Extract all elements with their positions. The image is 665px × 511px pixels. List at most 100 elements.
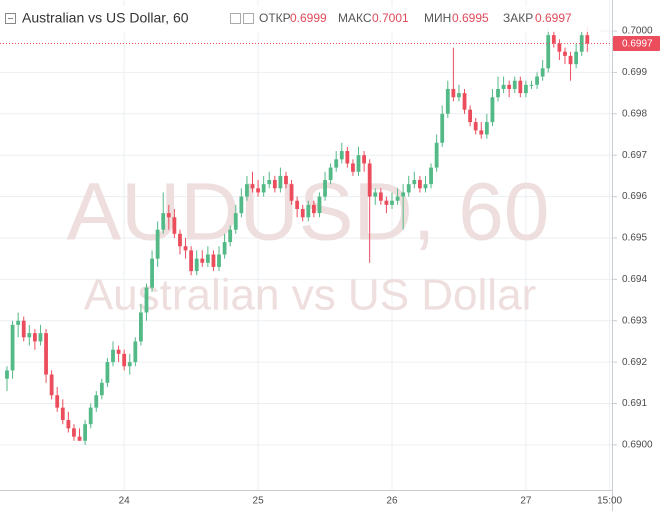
candle-body — [44, 333, 48, 375]
candle-body — [217, 254, 221, 267]
candle-body — [295, 200, 300, 209]
candle-body — [289, 184, 294, 201]
watermark-subtitle: Australian vs US Dollar — [84, 271, 536, 320]
y-tick-label: 0.692 — [622, 357, 647, 368]
candle-body — [83, 424, 88, 441]
x-tick-label: 26 — [386, 496, 398, 507]
y-tick-label: 0.7000 — [622, 26, 653, 37]
candle-body — [384, 200, 389, 205]
candle-body — [311, 204, 316, 214]
candle-body — [261, 184, 266, 193]
candle-body — [518, 80, 523, 94]
settings-icon[interactable] — [230, 13, 241, 24]
y-tick-label: 0.691 — [622, 398, 647, 409]
candle-body — [563, 51, 567, 56]
candle-body — [351, 163, 355, 172]
candle-body — [94, 395, 99, 408]
candle-body — [524, 84, 528, 94]
candle-body — [278, 175, 283, 189]
hide-icon[interactable] — [243, 13, 254, 24]
candle-body — [211, 254, 216, 267]
candle-body — [512, 80, 517, 89]
candle-body — [356, 155, 361, 172]
candle-body — [183, 246, 188, 251]
candle-body — [122, 353, 127, 367]
close-label: ЗАКР — [503, 11, 533, 25]
candle-body — [490, 97, 495, 123]
candle-body — [339, 151, 344, 160]
candle-body — [367, 163, 372, 197]
candle-body — [323, 180, 327, 197]
candle-body — [99, 382, 104, 396]
last-price-box — [613, 35, 660, 51]
candle-body — [272, 180, 277, 189]
candle-body — [417, 180, 422, 189]
high-value: 0.7001 — [372, 11, 409, 25]
plot — [5, 26, 590, 445]
candle-body — [5, 370, 9, 379]
candle-body — [194, 258, 199, 272]
y-tick-label: 0.6900 — [622, 440, 653, 451]
y-tick-label: 0.698 — [622, 108, 647, 119]
candle-body — [239, 196, 244, 214]
close-value: 0.6997 — [535, 11, 572, 25]
candle-body — [328, 167, 333, 181]
candle-body — [77, 436, 82, 441]
candle-body — [178, 233, 182, 247]
candle-body — [127, 362, 132, 367]
candle-body — [462, 93, 467, 110]
candle-body — [401, 192, 406, 197]
candle-body — [60, 407, 65, 421]
candle-body — [233, 213, 238, 230]
header: Australian vs US Dollar, 60 ОТКР 0.6999 … — [0, 6, 600, 32]
candle-body — [72, 428, 76, 437]
candle-body — [412, 180, 417, 185]
x-tick-label: 15:00 — [597, 496, 622, 507]
candle-body — [139, 312, 143, 342]
candle-body — [529, 84, 534, 86]
y-tick-label: 0.693 — [622, 315, 647, 326]
candle-body — [38, 333, 43, 342]
candle-body — [496, 88, 500, 98]
candle-body — [21, 320, 26, 338]
candle-body — [300, 208, 305, 218]
header-bg — [0, 6, 600, 32]
candle-body — [306, 204, 311, 218]
candle-body — [473, 122, 478, 131]
candle-body — [390, 200, 394, 205]
open-value: 0.6999 — [290, 11, 327, 25]
candle-body — [423, 184, 428, 189]
candle-body — [378, 192, 383, 201]
candle-body — [579, 35, 584, 52]
open-label: ОТКР — [259, 11, 291, 25]
collapse-icon[interactable] — [5, 13, 16, 24]
candle-body — [161, 213, 166, 230]
x-tick-label: 27 — [520, 496, 532, 507]
candle-body — [200, 258, 205, 263]
candle-body — [557, 43, 562, 52]
candle-body — [551, 35, 556, 44]
candle-body — [32, 333, 37, 342]
y-tick-label: 0.695 — [622, 233, 647, 244]
candle-body — [445, 88, 450, 114]
candle-body — [284, 175, 288, 185]
candle-body — [484, 122, 489, 135]
candle-body — [373, 192, 378, 197]
candle-body — [585, 35, 590, 44]
candle-body — [540, 68, 545, 77]
candle-body — [222, 242, 227, 255]
candle-body — [55, 395, 60, 408]
candle-body — [189, 250, 194, 272]
candle-body — [250, 184, 255, 189]
symbol-title: Australian vs US Dollar, 60 — [22, 10, 189, 26]
candle-body — [267, 180, 272, 185]
candle-body — [468, 109, 473, 123]
candle-body — [111, 349, 115, 363]
candle-body — [479, 130, 484, 135]
x-tick-label: 24 — [119, 496, 131, 507]
candle-body — [507, 84, 512, 89]
watermark-group: AUDUSD, 60 Australian vs US Dollar — [66, 167, 549, 320]
low-label: МИН — [424, 11, 451, 25]
candle-body — [27, 333, 32, 338]
